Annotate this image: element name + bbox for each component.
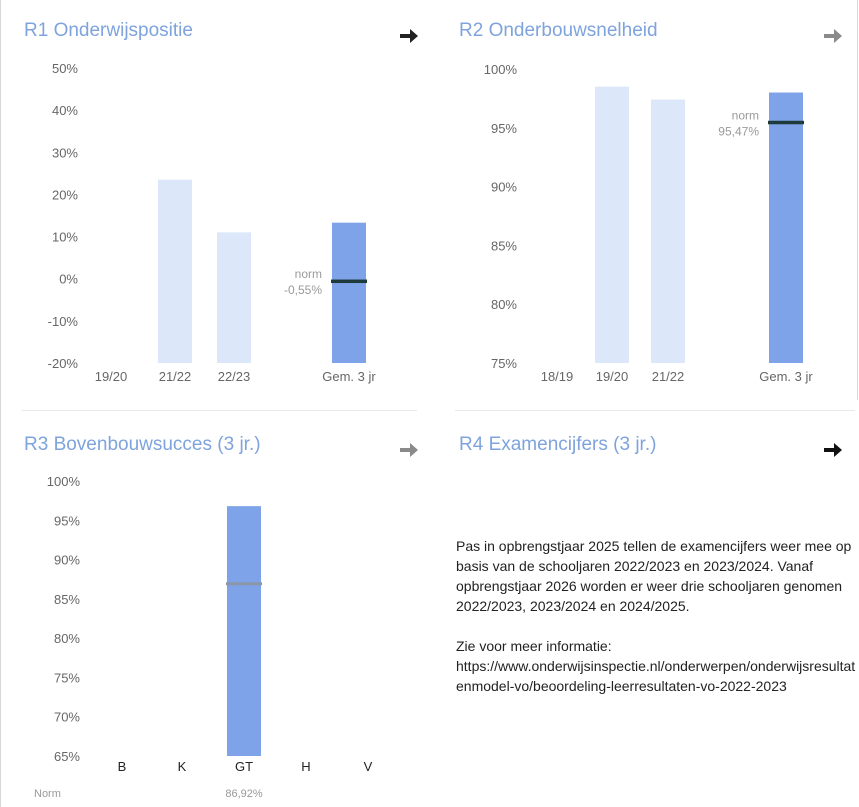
- bar: [227, 506, 261, 756]
- r2-chart: 100% 95% 90% 85% 80% 75% 18/19 19/20 21/22 Gem. 3…: [484, 62, 814, 384]
- bar: [332, 222, 366, 363]
- y-tick-label: 70%: [54, 710, 80, 725]
- r3-title: R3 Bovenbouwsucces (3 jr.): [24, 434, 261, 455]
- r4-title: R4 Examencijfers (3 jr.): [459, 434, 657, 455]
- x-tick-label: Gem. 3 jr: [322, 369, 376, 384]
- norm-value-label: 95,47%: [718, 124, 759, 138]
- y-tick-label: 80%: [491, 297, 517, 312]
- norm-label: norm: [732, 108, 759, 122]
- r4-info-text: Pas in opbrengstjaar 2025 tellen de exam…: [456, 536, 856, 696]
- bar: [651, 99, 685, 364]
- r2-arrow-icon[interactable]: [822, 26, 844, 46]
- y-tick-label: 40%: [52, 103, 78, 118]
- norm-row-value: 86,92%: [225, 788, 263, 800]
- x-tick-label: V: [364, 759, 373, 774]
- x-tick-label: 19/20: [95, 369, 128, 384]
- r3-chart: 100% 95% 90% 85% 80% 75% 70% 65% B K GT H V Norm 86,92…: [34, 474, 373, 800]
- r4-arrow-icon[interactable]: [822, 440, 844, 460]
- x-tick-label: B: [118, 759, 127, 774]
- y-tick-label: 50%: [52, 61, 78, 76]
- y-tick-label: 100%: [47, 474, 81, 489]
- divider-right: [455, 410, 855, 411]
- y-tick-label: 65%: [54, 749, 80, 764]
- r3-arrow-icon[interactable]: [398, 440, 420, 460]
- norm-value-label: -0,55%: [284, 283, 322, 297]
- divider-left: [22, 410, 417, 411]
- x-tick-label: 22/23: [218, 369, 251, 384]
- y-tick-label: 75%: [54, 670, 80, 685]
- norm-line: [331, 279, 367, 284]
- y-tick-label: 85%: [491, 238, 517, 253]
- bar: [217, 232, 251, 363]
- y-tick-label: -10%: [48, 314, 79, 329]
- y-tick-label: 80%: [54, 631, 80, 646]
- norm-line: [768, 120, 804, 125]
- bar: [158, 179, 192, 363]
- r1-title: R1 Onderwijspositie: [24, 20, 193, 41]
- x-tick-label: 18/19: [541, 369, 574, 384]
- x-tick-label: Gem. 3 jr: [759, 369, 813, 384]
- y-tick-label: 20%: [52, 187, 78, 202]
- y-tick-label: 30%: [52, 145, 78, 160]
- x-tick-label: K: [178, 759, 187, 774]
- norm-row-label: Norm: [34, 788, 61, 800]
- y-tick-label: 10%: [52, 230, 78, 245]
- y-tick-label: 90%: [54, 553, 80, 568]
- left-border: [0, 0, 1, 807]
- bar: [595, 86, 629, 363]
- r1-chart: 50% 40% 30% 20% 10% 0% -10% -20% 19/20 21/22 22/23…: [48, 61, 377, 384]
- right-border: [857, 0, 858, 400]
- r4-paragraph: Pas in opbrengstjaar 2025 tellen de exam…: [456, 538, 852, 614]
- y-tick-label: 0%: [59, 272, 78, 287]
- r4-info-link[interactable]: https://www.onderwijsinspectie.nl/onderw…: [456, 658, 856, 694]
- r1-arrow-icon[interactable]: [398, 26, 420, 46]
- y-tick-label: 95%: [491, 121, 517, 136]
- norm-line: [226, 582, 262, 586]
- r2-title: R2 Onderbouwsnelheid: [459, 20, 658, 41]
- y-tick-label: 100%: [484, 62, 518, 77]
- r4-more-info-label: Zie voor meer informatie:: [456, 638, 612, 654]
- norm-label: norm: [295, 267, 322, 281]
- x-tick-label: 19/20: [596, 369, 629, 384]
- bar: [769, 92, 803, 363]
- y-tick-label: -20%: [48, 356, 79, 371]
- x-tick-label: 21/22: [652, 369, 685, 384]
- y-tick-label: 90%: [491, 180, 517, 195]
- x-tick-label: H: [301, 759, 310, 774]
- x-tick-label: GT: [235, 759, 253, 774]
- y-tick-label: 85%: [54, 592, 80, 607]
- y-tick-label: 75%: [491, 356, 517, 371]
- y-tick-label: 95%: [54, 513, 80, 528]
- x-tick-label: 21/22: [159, 369, 192, 384]
